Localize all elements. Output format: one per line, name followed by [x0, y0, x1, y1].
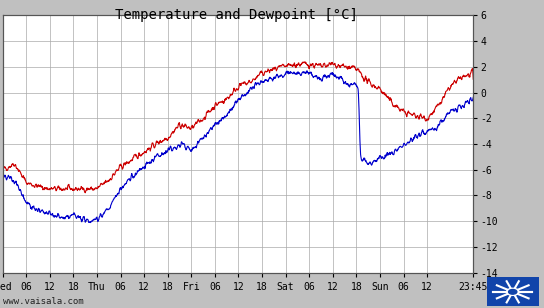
Circle shape	[509, 290, 517, 294]
Text: www.vaisala.com: www.vaisala.com	[3, 298, 83, 306]
Circle shape	[506, 288, 519, 295]
Text: Temperature and Dewpoint [°C]: Temperature and Dewpoint [°C]	[115, 8, 358, 22]
